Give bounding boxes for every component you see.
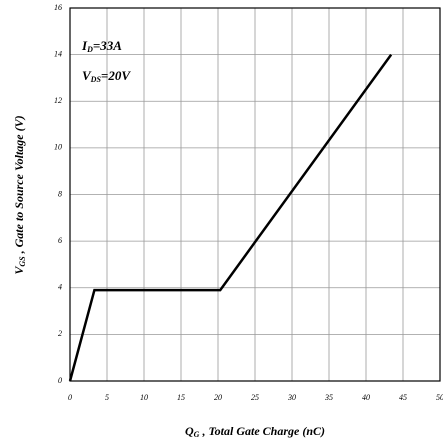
annotation-sub: D: [86, 45, 93, 54]
annotation: ID=33A: [81, 38, 122, 54]
y-tick-label: 4: [58, 283, 62, 292]
x-tick-label: 50: [436, 393, 443, 402]
y-tick-label: 10: [54, 143, 62, 152]
y-tick-label: 6: [58, 236, 62, 245]
x-tick-label: 40: [362, 393, 370, 402]
x-tick-label: 20: [214, 393, 222, 402]
annotation: VDS=20V: [82, 68, 131, 84]
annotation-main: I: [81, 38, 88, 53]
x-tick-label: 0: [68, 393, 72, 402]
x-tick-label: 30: [287, 393, 296, 402]
y-axis-label-main: V: [12, 266, 26, 275]
annotation-main: V: [82, 68, 92, 83]
x-tick-label: 15: [177, 393, 185, 402]
x-axis-label-sub: G: [194, 430, 200, 439]
x-axis-label-rest: , Total Gate Charge (nC): [199, 424, 325, 438]
x-axis-label: QG , Total Gate Charge (nC): [185, 424, 325, 439]
y-tick-label: 0: [58, 376, 62, 385]
y-tick-label: 14: [54, 49, 62, 58]
y-axis-label: VGS , Gate to Source Voltage (V): [12, 115, 27, 274]
annotation-rest: =33A: [93, 38, 122, 53]
y-tick-label: 8: [58, 189, 62, 198]
x-tick-label: 35: [324, 393, 333, 402]
annotation-sub: DS: [90, 75, 102, 84]
y-tick-label: 12: [54, 96, 62, 105]
data-line: [68, 53, 393, 382]
x-tick-label: 25: [251, 393, 259, 402]
x-tick-label: 45: [399, 393, 407, 402]
y-tick-label: 2: [58, 329, 62, 338]
y-tick-label: 16: [54, 3, 62, 12]
x-axis-label-main: Q: [185, 424, 194, 438]
plot-frame: [69, 7, 441, 382]
x-tick-label: 10: [140, 393, 148, 402]
x-tick-label: 5: [105, 393, 109, 402]
annotation-rest: =20V: [101, 68, 131, 83]
y-axis-label-rest: , Gate to Source Voltage (V): [12, 115, 26, 256]
y-axis-label-sub: GS: [18, 256, 27, 267]
